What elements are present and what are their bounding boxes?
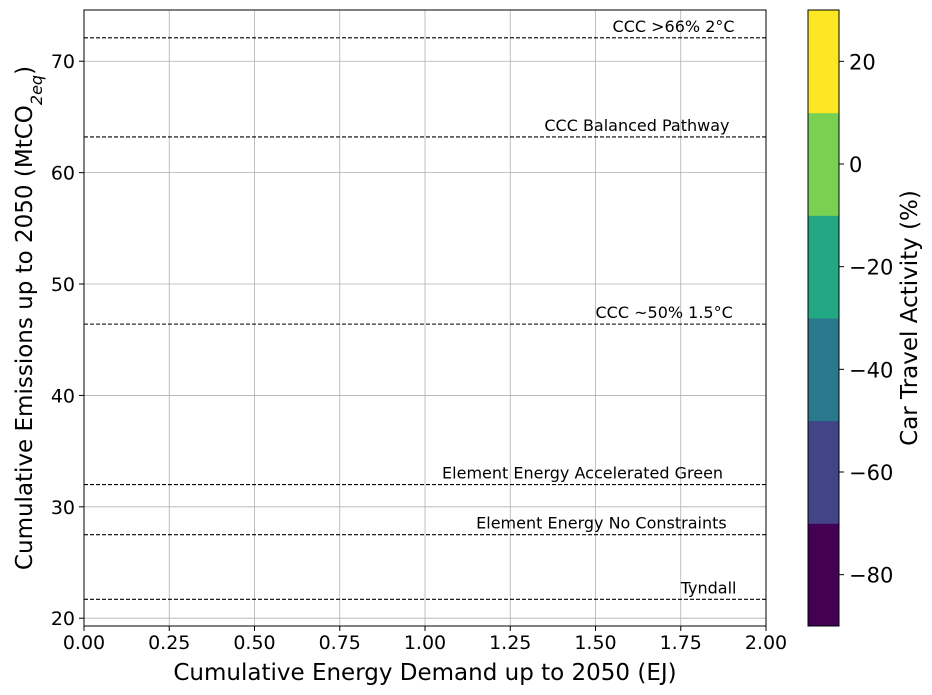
x-tick-label: 0.50 [233,632,275,654]
y-axis-label-prefix: Cumulative Emissions up to 2050 (MtCO [12,105,38,570]
reference-line-label: CCC Balanced Pathway [544,116,729,135]
x-tick-label: 1.75 [660,632,702,654]
y-axis-ticks: 20 30 40 50 60 70 [51,51,84,630]
x-axis-label: Cumulative Energy Demand up to 2050 (EJ) [173,660,676,686]
colorbar-segment [808,10,839,114]
colorbar-tick-label: −80 [849,564,893,588]
x-tick-label: 0.75 [319,632,361,654]
y-tick-label: 40 [51,385,75,407]
x-tick-label: 1.50 [574,632,616,654]
reference-lines: CCC >66% 2°C CCC Balanced Pathway CCC ~50%… [84,17,766,600]
colorbar-tick-label: −60 [849,461,893,485]
colorbar-segment [808,420,839,524]
colorbar-segment [808,318,839,422]
y-tick-label: 60 [51,163,75,185]
y-tick-label: 50 [51,274,75,296]
colorbar-tick-label: −20 [849,256,893,280]
reference-line-label: Tyndall [680,578,737,597]
x-tick-label: 2.00 [745,632,787,654]
x-tick-label: 0.25 [148,632,190,654]
colorbar-frame [807,9,840,627]
reference-line-label: Element Energy Accelerated Green [442,464,723,483]
y-tick-label: 70 [51,51,75,73]
x-axis-ticks: 0.00 0.25 0.50 0.75 1.00 1.25 1.50 1.75 2.00 [63,626,787,654]
grid-lines [83,10,767,626]
colorbar-tick-label: 20 [849,50,876,74]
colorbar-tick-label: 0 [849,153,862,177]
colorbar-label: Car Travel Activity (%) [897,190,923,446]
reference-line-label: CCC >66% 2°C [613,17,735,36]
colorbar-segment [808,215,839,319]
colorbar-ticks: −80 −60 −40 −20 0 20 [839,50,893,588]
colorbar [807,9,840,627]
y-axis-label: Cumulative Emissions up to 2050 (MtCO2eq… [12,66,46,570]
y-axis-label-suffix: ) [12,66,38,75]
reference-line-label: CCC ~50% 1.5°C [596,303,733,322]
y-tick-label: 20 [51,608,75,630]
x-tick-label: 0.00 [63,632,105,654]
reference-line-label: Element Energy No Constraints [476,514,727,533]
colorbar-segment [808,523,839,627]
y-axis-label-subscript: 2eq [27,75,46,105]
colorbar-tick-label: −40 [849,358,893,382]
x-tick-label: 1.00 [404,632,446,654]
colorbar-segment [808,112,839,216]
x-tick-label: 1.25 [489,632,531,654]
y-tick-label: 30 [51,497,75,519]
